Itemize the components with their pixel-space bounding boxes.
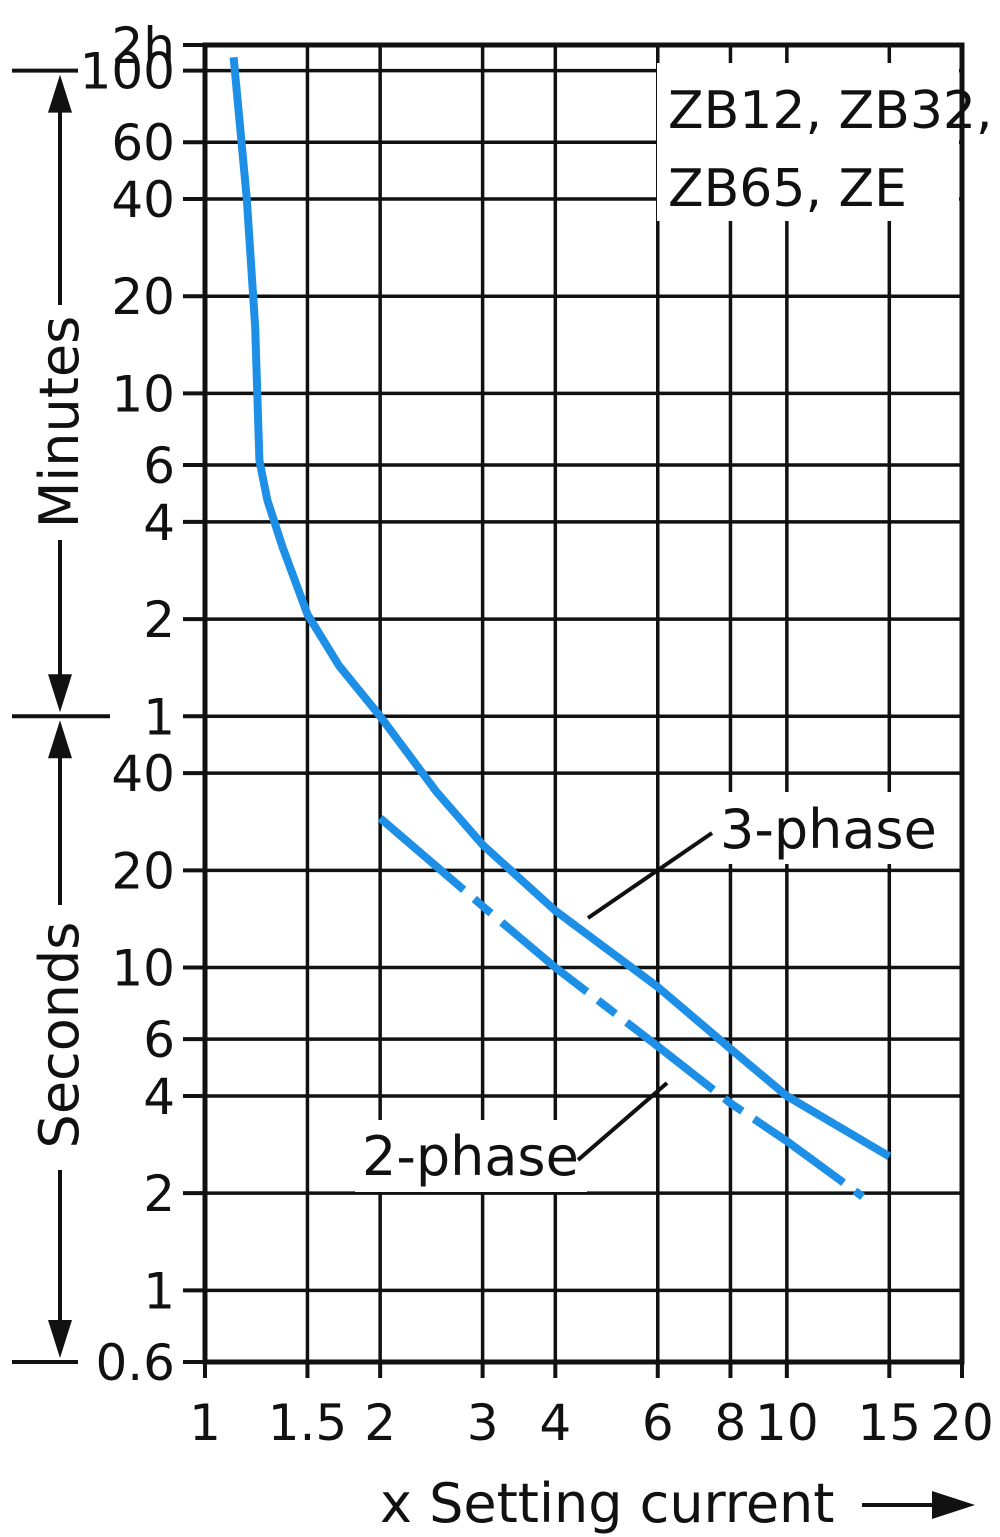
device-label-line-2-text: ZB65, ZE (668, 159, 907, 219)
device-label-line-1-text: ZB12, ZB32, (668, 81, 993, 141)
two-phase-label: 2-phase (362, 1125, 579, 1188)
seconds-arrow-down (48, 1320, 72, 1358)
x-tick-label: 4 (539, 1394, 571, 1452)
three-phase-label-bg (705, 792, 937, 864)
minutes-arrow-up (48, 74, 72, 113)
x-tick-label: 20 (930, 1394, 994, 1452)
series-layer (229, 56, 892, 1200)
y-tick-label: 2 (143, 1165, 175, 1223)
x-tick-label: 1 (189, 1394, 221, 1452)
seconds-arrow-up (48, 720, 72, 759)
y-tick-label: 40 (111, 171, 175, 229)
x-tick-labels: 1 1.5 2 3 4 6 8 10 15 20 (189, 1394, 994, 1452)
x-tick-label: 15 (857, 1394, 921, 1452)
two-phase-leader-line (576, 1081, 669, 1162)
two-phase-label-bg (355, 1120, 587, 1192)
y-tick-label: 2h (111, 17, 175, 75)
y-tick-label: 20 (111, 842, 175, 900)
x-tick-label: 2 (364, 1394, 396, 1452)
y-tick-label: 1 (143, 688, 175, 746)
device-label-line-1: ZB12, ZB32, ZB65, ZE (668, 81, 993, 219)
x-tick-label: 3 (467, 1394, 499, 1452)
y-tick-label: 2 (143, 591, 175, 649)
minutes-arrow-down (48, 674, 72, 713)
series-labels: 3-phase 2-phase (355, 792, 937, 1192)
x-axis-arrow (862, 1491, 975, 1519)
y-tick-label: 0.6 (95, 1334, 175, 1392)
minutes-label: Minutes (28, 316, 91, 529)
y-tick-label: 4 (143, 494, 175, 552)
y-tick-label: 100 (80, 43, 175, 101)
y-tick-label: 60 (111, 114, 175, 172)
x-tick-label: 10 (755, 1394, 819, 1452)
y-tick-label: 10 (111, 365, 175, 423)
x-axis-label: x Setting current (380, 1472, 834, 1535)
y-tick-label: 10 (111, 940, 175, 998)
y-tick-label: 6 (143, 437, 175, 495)
plot-border (202, 42, 965, 1365)
y-axis-groups: Minutes Seconds (12, 68, 110, 1364)
device-label-box (657, 63, 959, 221)
series-line-two-phase (377, 815, 866, 1200)
y-tick-label: 4 (143, 1068, 175, 1126)
x-tick-label: 1.5 (268, 1394, 348, 1452)
y-tick-label: 40 (111, 745, 175, 803)
x-tick-label: 6 (642, 1394, 674, 1452)
y-tick-label: 20 (111, 268, 175, 326)
y-tick-label: 6 (143, 1011, 175, 1069)
three-phase-label: 3-phase (720, 798, 937, 861)
seconds-label: Seconds (28, 922, 91, 1149)
x-tick-label: 8 (715, 1394, 747, 1452)
plot-frame (183, 42, 965, 1378)
y-tick-label: 1 (143, 1262, 175, 1320)
three-phase-leader-line (586, 831, 714, 920)
series-line-three-phase (229, 56, 892, 1160)
